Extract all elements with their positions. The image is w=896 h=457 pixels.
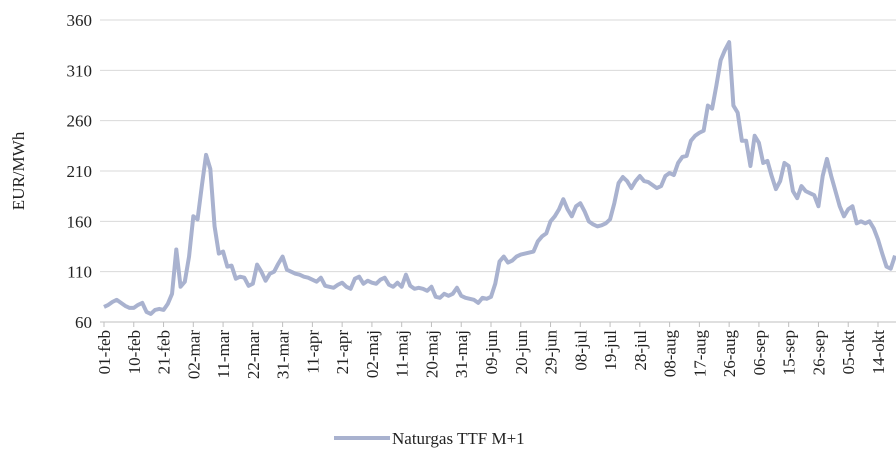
- y-tick-label: 110: [67, 263, 92, 282]
- x-tick-label: 11-apr: [303, 330, 322, 374]
- x-tick-label: 11-maj: [393, 330, 412, 378]
- x-tick-label: 21-apr: [333, 330, 352, 375]
- x-tick-label: 20-maj: [422, 330, 441, 378]
- x-tick-label: 11-mar: [214, 330, 233, 379]
- x-tick-label: 02-mar: [184, 330, 203, 379]
- x-tick-label: 05-okt: [839, 330, 858, 375]
- x-tick-label: 31-maj: [452, 330, 471, 378]
- y-tick-label: 160: [67, 212, 93, 231]
- x-tick-label: 19-jul: [601, 330, 620, 371]
- x-tick-label: 29-jun: [542, 330, 561, 375]
- x-tick-label: 20-jun: [512, 330, 531, 375]
- x-tick-label: 15-sep: [780, 330, 799, 375]
- x-tick-label: 21-feb: [155, 330, 174, 374]
- x-tick-label: 28-jul: [631, 330, 650, 371]
- y-tick-label: 360: [67, 11, 93, 30]
- y-tick-label: 210: [67, 162, 93, 181]
- x-tick-label: 14-okt: [869, 330, 888, 375]
- x-tick-label: 01-feb: [95, 330, 114, 374]
- x-tick-label: 08-aug: [661, 330, 680, 378]
- y-tick-label: 260: [67, 112, 93, 131]
- x-tick-label: 22-mar: [244, 330, 263, 379]
- x-tick-label: 26-sep: [809, 330, 828, 375]
- y-axis-label: EUR/MWh: [9, 131, 28, 210]
- x-tick-label: 10-feb: [125, 330, 144, 374]
- x-tick-label: 31-mar: [274, 330, 293, 379]
- x-tick-label: 06-sep: [750, 330, 769, 375]
- data-line: [103, 40, 896, 316]
- legend-label: Naturgas TTF M+1: [392, 429, 525, 448]
- x-tick-label: 26-aug: [720, 330, 739, 378]
- x-tick-label: 02-maj: [363, 330, 382, 378]
- x-tick-label: 08-jul: [571, 330, 590, 371]
- x-tick-label: 17-aug: [690, 330, 709, 378]
- y-tick-label: 310: [67, 61, 93, 80]
- y-tick-label: 60: [75, 313, 92, 332]
- x-tick-label: 09-jun: [482, 330, 501, 375]
